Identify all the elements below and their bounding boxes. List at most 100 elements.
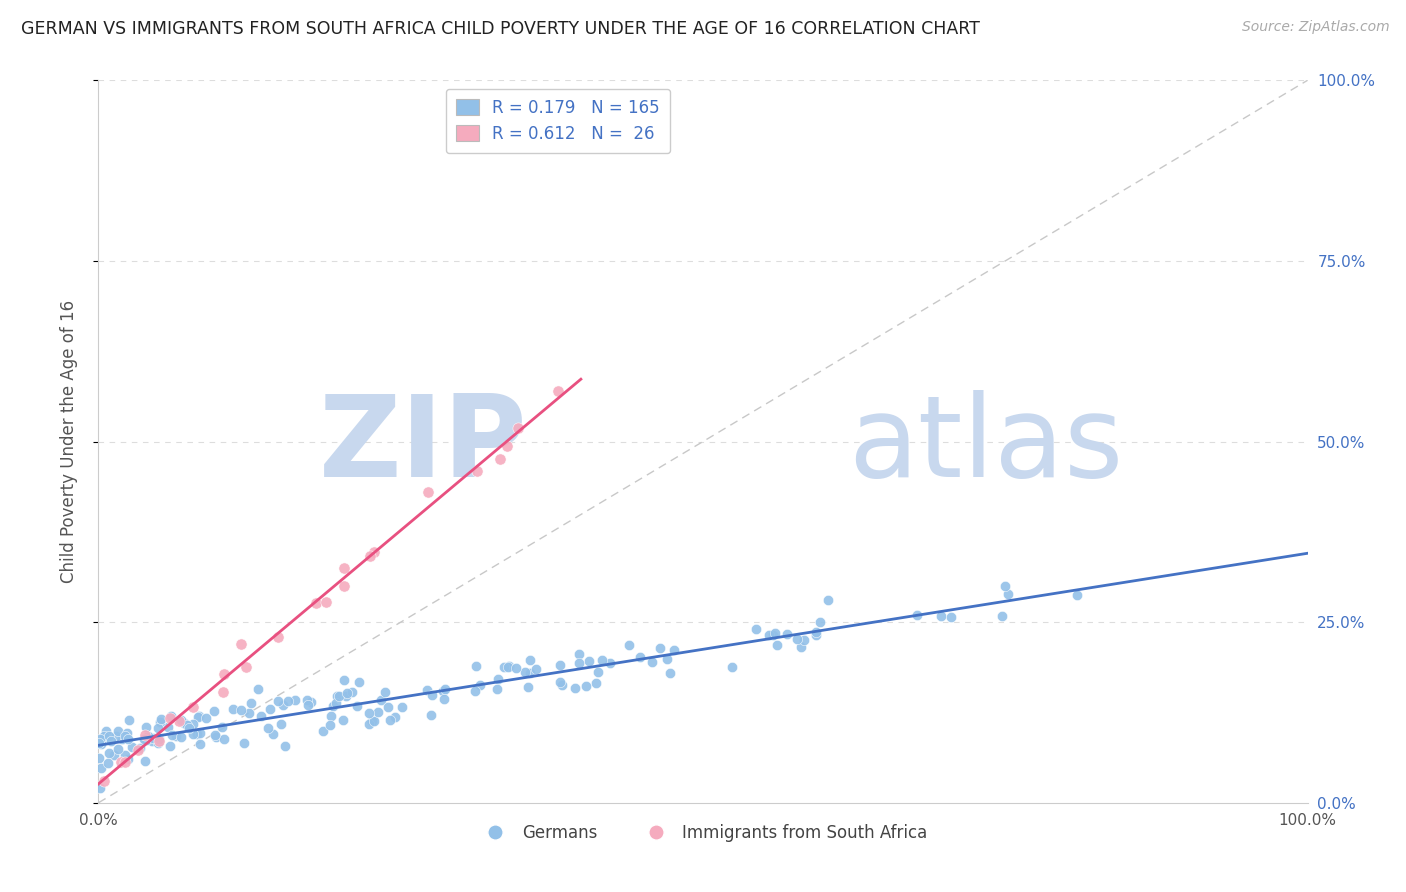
Point [658,666,681,681]
Point [808,615,831,629]
Point [141,734,163,748]
Point [222,702,245,716]
Point [181,727,204,741]
Point [149,712,172,726]
Point [363,714,385,728]
Point [505,661,527,675]
Point [321,709,343,723]
Point [319,718,342,732]
Point [127,742,149,756]
Point [117,725,139,739]
Point [117,731,139,746]
Point [586,665,609,680]
Point [585,675,607,690]
Point [259,702,281,716]
Point [325,689,347,703]
Legend: Germans, Immigrants from South Africa: Germans, Immigrants from South Africa [472,817,934,848]
Point [346,699,368,714]
Point [416,484,439,499]
Point [277,694,299,708]
Point [114,729,136,743]
Point [89,735,111,749]
Point [496,660,519,674]
Point [420,707,443,722]
Point [489,451,512,466]
Point [374,684,396,698]
Point [89,732,111,747]
Point [357,717,380,731]
Point [134,755,156,769]
Point [284,692,307,706]
Text: GERMAN VS IMMIGRANTS FROM SOUTH AFRICA CHILD POVERTY UNDER THE AGE OF 16 CORRELA: GERMAN VS IMMIGRANTS FROM SOUTH AFRICA C… [21,20,980,37]
Point [336,686,359,700]
Point [519,653,541,667]
Point [506,421,529,435]
Point [159,709,181,723]
Point [564,681,586,695]
Point [305,597,328,611]
Point [107,723,129,738]
Point [229,703,252,717]
Point [776,627,799,641]
Point [648,640,671,655]
Point [114,748,136,763]
Point [335,690,357,704]
Point [212,667,235,681]
Point [188,726,211,740]
Point [325,696,347,710]
Point [465,465,488,479]
Point [599,656,621,670]
Point [322,698,344,713]
Point [110,755,132,769]
Point [591,653,613,667]
Point [135,733,157,747]
Point [991,608,1014,623]
Point [468,678,491,692]
Point [87,751,110,765]
Point [793,632,815,647]
Point [98,746,121,760]
Point [238,706,260,721]
Point [745,622,768,636]
Point [212,685,235,699]
Point [250,709,273,723]
Point [547,384,569,398]
Point [235,660,257,674]
Point [519,666,541,681]
Point [789,640,811,654]
Point [758,628,780,642]
Point [359,549,381,563]
Point [162,727,184,741]
Point [905,608,928,623]
Point [420,688,443,702]
Point [1066,588,1088,602]
Point [212,732,235,747]
Point [100,734,122,748]
Point [804,624,827,639]
Point [340,685,363,699]
Point [766,638,789,652]
Point [299,695,322,709]
Point [104,729,127,743]
Point [817,593,839,607]
Point [929,609,952,624]
Point [148,732,170,747]
Point [148,715,170,730]
Point [257,721,280,735]
Point [98,729,121,743]
Point [380,713,402,727]
Point [568,647,591,661]
Point [762,628,785,642]
Point [548,658,571,673]
Point [270,716,292,731]
Point [578,654,600,668]
Point [641,655,664,669]
Point [177,721,200,735]
Point [97,756,120,771]
Point [763,626,786,640]
Point [159,739,181,754]
Point [89,781,111,796]
Point [332,713,354,727]
Text: atlas: atlas [848,390,1123,500]
Point [129,741,152,756]
